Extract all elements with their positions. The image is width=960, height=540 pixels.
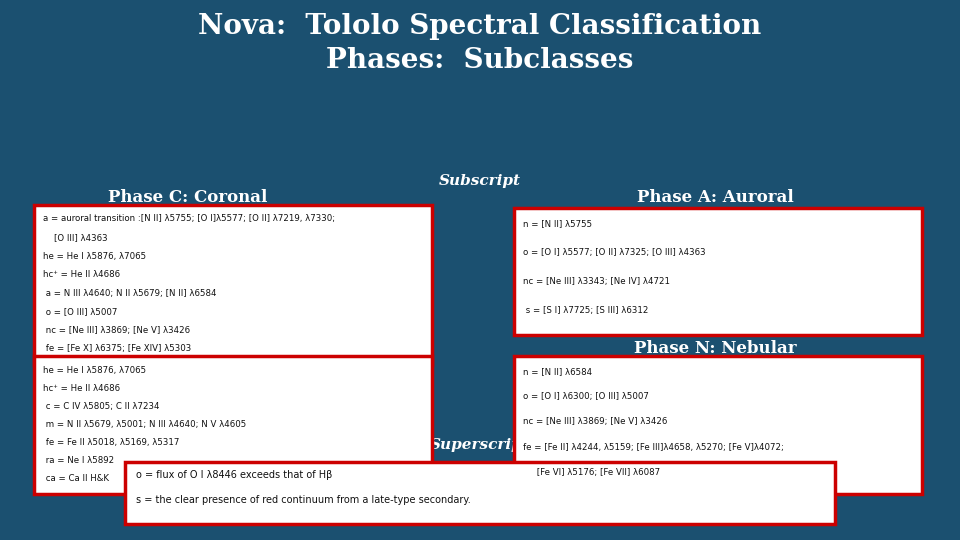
Text: c = C IV λ5805; C II λ7234: c = C IV λ5805; C II λ7234	[43, 402, 159, 411]
Text: a = auroral transition :[N II] λ5755; [O I]λ5577; [O II] λ7219, λ7330;: a = auroral transition :[N II] λ5755; [O…	[43, 214, 335, 224]
FancyBboxPatch shape	[34, 205, 432, 364]
Text: nc = [Ne III] λ3343; [Ne IV] λ4721: nc = [Ne III] λ3343; [Ne IV] λ4721	[523, 277, 670, 286]
Text: m = N II λ5679, λ5001; N III λ4640; N V λ4605: m = N II λ5679, λ5001; N III λ4640; N V …	[43, 420, 247, 429]
Text: n = [N II] λ6584: n = [N II] λ6584	[523, 367, 592, 376]
Text: Phase N: Nebular: Phase N: Nebular	[634, 340, 797, 357]
Text: Superscript: Superscript	[430, 438, 530, 453]
Text: fe = [Fe X] λ6375; [Fe XIV] λ5303: fe = [Fe X] λ6375; [Fe XIV] λ5303	[43, 345, 191, 353]
Text: o = flux of O I λ8446 exceeds that of Hβ: o = flux of O I λ8446 exceeds that of Hβ	[136, 470, 333, 480]
FancyBboxPatch shape	[514, 356, 922, 494]
Text: Subscript: Subscript	[439, 174, 521, 188]
Text: ra = Ne I λ5892: ra = Ne I λ5892	[43, 456, 114, 465]
FancyBboxPatch shape	[125, 462, 835, 524]
Text: [O III] λ4363: [O III] λ4363	[43, 233, 108, 242]
Text: Phase C: Coronal: Phase C: Coronal	[108, 188, 267, 206]
Text: he = He I λ5876, λ7065: he = He I λ5876, λ7065	[43, 252, 146, 261]
Text: o = [O I] λ5577; [O II] λ7325; [O III] λ4363: o = [O I] λ5577; [O II] λ7325; [O III] λ…	[523, 248, 706, 256]
Text: fe = [Fe II] λ4244, λ5159; [Fe III]λ4658, λ5270; [Fe V]λ4072;: fe = [Fe II] λ4244, λ5159; [Fe III]λ4658…	[523, 443, 784, 452]
FancyBboxPatch shape	[34, 356, 432, 494]
FancyBboxPatch shape	[514, 208, 922, 335]
Text: o = [O III] λ5007: o = [O III] λ5007	[43, 307, 117, 316]
Text: [Fe VI] λ5176; [Fe VII] λ6087: [Fe VI] λ5176; [Fe VII] λ6087	[523, 468, 660, 477]
Text: ca = Ca II H&K: ca = Ca II H&K	[43, 474, 109, 483]
Text: hc⁺ = He II λ4686: hc⁺ = He II λ4686	[43, 270, 120, 279]
Text: nc = [Ne III] λ3869; [Ne V] λ3426: nc = [Ne III] λ3869; [Ne V] λ3426	[43, 326, 190, 335]
Text: s = the clear presence of red continuum from a late-type secondary.: s = the clear presence of red continuum …	[136, 496, 471, 505]
Text: n = [N II] λ5755: n = [N II] λ5755	[523, 219, 592, 228]
Text: Phase A: Auroral: Phase A: Auroral	[636, 188, 794, 206]
Text: s = [S I] λ7725; [S III] λ6312: s = [S I] λ7725; [S III] λ6312	[523, 306, 649, 315]
Text: a = N III λ4640; N II λ5679; [N II] λ6584: a = N III λ4640; N II λ5679; [N II] λ658…	[43, 289, 217, 298]
Text: nc = [Ne III] λ3869; [Ne V] λ3426: nc = [Ne III] λ3869; [Ne V] λ3426	[523, 417, 667, 427]
Text: o = [O I] λ6300; [O III] λ5007: o = [O I] λ6300; [O III] λ5007	[523, 392, 649, 401]
Text: fe = Fe II λ5018, λ5169, λ5317: fe = Fe II λ5018, λ5169, λ5317	[43, 438, 180, 447]
Text: hc⁺ = He II λ4686: hc⁺ = He II λ4686	[43, 384, 120, 393]
Text: Nova:  Tololo Spectral Classification
Phases:  Subclasses: Nova: Tololo Spectral Classification Pha…	[199, 14, 761, 74]
Text: he = He I λ5876, λ7065: he = He I λ5876, λ7065	[43, 366, 146, 375]
Text: Phase P: Permitted: Phase P: Permitted	[99, 340, 276, 357]
